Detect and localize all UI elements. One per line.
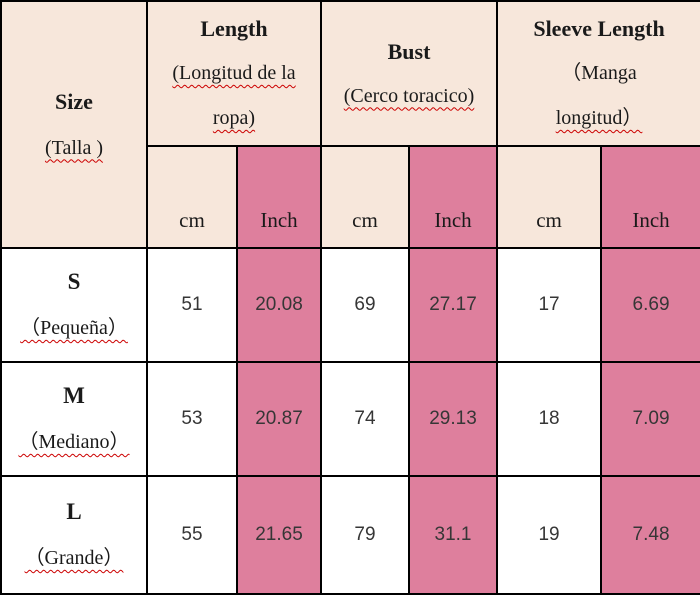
sleeve-title: Sleeve Length	[499, 6, 699, 51]
row-m-size-spanish: （Mediano）	[3, 419, 145, 465]
col-header-size: Size (Talla )	[0, 0, 148, 249]
sleeve-title-text: Sleeve Length	[533, 16, 665, 41]
row-m-size-letter: M	[3, 373, 145, 419]
length-subtitle-line2-text: ropa)	[212, 107, 256, 129]
bust-cm-unit-label: cm	[352, 208, 378, 232]
col-header-sleeve-length: Sleeve Length （Manga longitud）	[496, 0, 700, 147]
bust-inch-unit-label: Inch	[434, 208, 472, 232]
length-subtitle-line1: (Longitud de la	[149, 51, 319, 96]
row-m-length-cm: 53	[146, 361, 238, 477]
row-l-size-spanish: （Grande）	[3, 535, 145, 581]
row-m-sleeve-cm: 18	[496, 361, 603, 477]
row-l-size-cell: L （Grande）	[0, 475, 148, 595]
row-s-size-spanish: （Pequeña）	[3, 305, 145, 351]
length-subtitle-line2: ropa)	[149, 96, 319, 141]
size-title: Size	[3, 78, 145, 125]
col-header-length: Length (Longitud de la ropa)	[146, 0, 322, 147]
table-row-size-l: L （Grande） 55 21.65 79 31.1 19 7.48	[0, 475, 700, 595]
header-group-row: Size (Talla ) Length (Longitud de la rop…	[0, 0, 700, 249]
length-title: Length	[149, 6, 319, 51]
row-l-sleeve-cm: 19	[496, 475, 603, 595]
sleeve-subtitle-line1: （Manga	[499, 51, 699, 96]
row-s-length-inch: 20.08	[236, 247, 322, 363]
length-inch-unit-cell: Inch	[236, 145, 322, 249]
bust-cm-unit-cell: cm	[320, 145, 410, 249]
row-l-bust-inch: 31.1	[407, 475, 499, 595]
bust-title: Bust	[323, 29, 495, 74]
sleeve-cm-unit-cell: cm	[496, 145, 603, 249]
header-units-row: cm Inch cm Inch cm Inch	[1, 145, 700, 249]
row-m-size-cell: M （Mediano）	[0, 361, 148, 477]
row-l-size-spanish-text: （Grande）	[24, 547, 124, 569]
row-s-sleeve-inch: 6.69	[600, 247, 700, 363]
row-l-length-cm: 55	[146, 475, 238, 595]
length-cm-unit-label: cm	[179, 208, 205, 232]
row-s-sleeve-cm: 17	[496, 247, 603, 363]
bust-subtitle-text: (Cerco toracico)	[343, 84, 475, 107]
row-m-size-letter-text: M	[63, 383, 85, 408]
sleeve-subtitle-line2: longitud）	[499, 96, 699, 141]
sleeve-inch-unit-cell: Inch	[600, 145, 700, 249]
row-l-size-letter: L	[3, 489, 145, 535]
size-subtitle: (Talla )	[3, 125, 145, 172]
row-m-length-inch: 20.87	[236, 361, 322, 477]
length-title-text: Length	[200, 16, 268, 41]
row-m-bust-inch: 29.13	[407, 361, 499, 477]
row-s-size-spanish-text: （Pequeña）	[20, 317, 128, 339]
sleeve-subtitle-line1-text: （Manga	[561, 62, 637, 84]
row-s-size-letter-text: S	[67, 269, 81, 294]
length-cm-unit-cell: cm	[146, 145, 238, 249]
row-s-length-cm: 51	[146, 247, 238, 363]
length-inch-unit-label: Inch	[260, 208, 298, 232]
table-row-size-s: S （Pequeña） 51 20.08 69 27.17 17 6.69	[0, 247, 700, 363]
table-row-size-m: M （Mediano） 53 20.87 74 29.13 18 7.09	[0, 361, 700, 477]
row-l-sleeve-inch: 7.48	[600, 475, 700, 595]
length-subtitle-line1-text: (Longitud de la	[172, 62, 296, 84]
sleeve-subtitle-line2-text: longitud）	[555, 107, 643, 129]
row-s-bust-inch: 27.17	[407, 247, 499, 363]
bust-subtitle: (Cerco toracico)	[323, 74, 495, 119]
row-m-size-spanish-text: （Mediano）	[18, 431, 130, 453]
row-l-size-letter-text: L	[66, 499, 82, 524]
col-header-bust: Bust (Cerco toracico)	[319, 0, 499, 147]
bust-title-text: Bust	[387, 38, 431, 64]
row-s-size-cell: S （Pequeña）	[0, 247, 148, 363]
row-l-bust-cm: 79	[320, 475, 410, 595]
row-s-bust-cm: 69	[320, 247, 410, 363]
sleeve-cm-unit-label: cm	[536, 208, 562, 232]
size-title-text: Size	[55, 88, 93, 114]
row-s-size-letter: S	[3, 259, 145, 305]
size-subtitle-text: (Talla )	[44, 136, 103, 159]
row-m-bust-cm: 74	[320, 361, 410, 477]
sleeve-inch-unit-label: Inch	[632, 208, 670, 232]
row-l-length-inch: 21.65	[236, 475, 322, 595]
bust-inch-unit-cell: Inch	[407, 145, 499, 249]
row-m-sleeve-inch: 7.09	[600, 361, 700, 477]
